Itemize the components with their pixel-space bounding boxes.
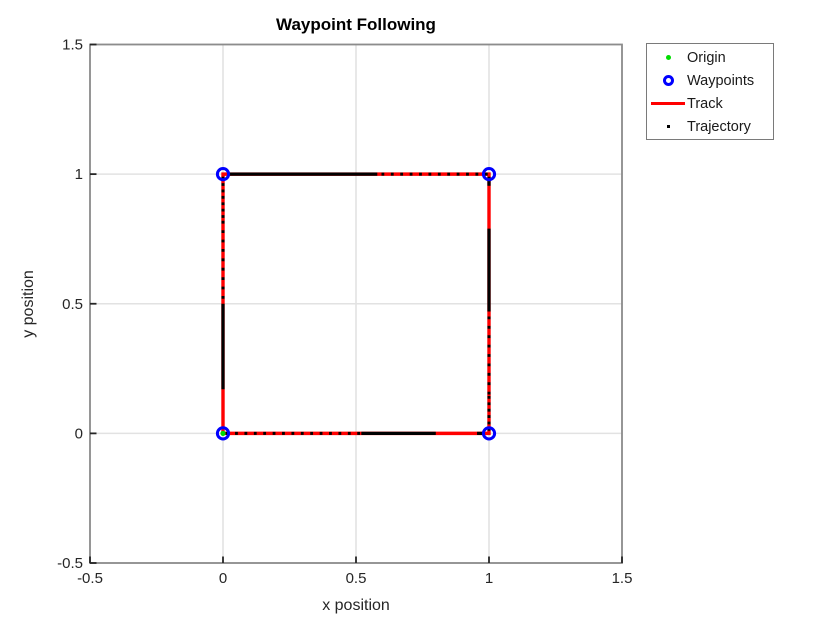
legend-item-waypoints: Waypoints bbox=[651, 69, 773, 92]
y-tick-label: 0 bbox=[75, 425, 83, 442]
waypoint-markers bbox=[215, 167, 497, 441]
x-tick-label: 1.5 bbox=[612, 570, 633, 587]
legend-label-trajectory: Trajectory bbox=[687, 118, 751, 135]
chart-title: Waypoint Following bbox=[276, 15, 436, 34]
y-tick-label: -0.5 bbox=[57, 555, 83, 572]
x-tick-label: -0.5 bbox=[77, 570, 103, 587]
legend-item-track: Track bbox=[651, 92, 773, 115]
y-tick-labels: -0.5 0 0.5 1 1.5 bbox=[57, 37, 83, 573]
y-tick-label: 1 bbox=[75, 166, 83, 183]
legend-label-origin: Origin bbox=[687, 49, 726, 66]
waypoint-circle-icon bbox=[662, 75, 674, 86]
origin-marker bbox=[220, 430, 226, 436]
x-tick-label: 1 bbox=[485, 570, 493, 587]
legend-marker-cell bbox=[651, 75, 685, 86]
x-tick-labels: -0.5 0 0.5 1 1.5 bbox=[77, 570, 632, 587]
legend-marker-cell bbox=[651, 101, 685, 106]
legend: Origin Waypoints Track Trajectory bbox=[646, 43, 774, 140]
legend-label-track: Track bbox=[687, 95, 723, 112]
y-tick-label: 1.5 bbox=[62, 37, 83, 54]
y-tick-label: 0.5 bbox=[62, 296, 83, 313]
origin-dot-icon bbox=[665, 55, 671, 60]
legend-item-origin: Origin bbox=[651, 46, 773, 69]
x-axis-label: x position bbox=[322, 597, 390, 614]
x-tick-label: 0 bbox=[219, 570, 227, 587]
trajectory-dot-icon bbox=[666, 125, 670, 128]
legend-marker-cell bbox=[651, 125, 685, 128]
tick-marks bbox=[89, 43, 623, 564]
x-tick-label: 0.5 bbox=[346, 570, 367, 587]
y-axis-label: y position bbox=[20, 270, 37, 338]
track-line-icon bbox=[651, 101, 685, 106]
legend-label-waypoints: Waypoints bbox=[687, 72, 755, 89]
legend-marker-cell bbox=[651, 55, 685, 60]
gridlines bbox=[89, 43, 623, 564]
legend-item-trajectory: Trajectory bbox=[651, 115, 773, 138]
